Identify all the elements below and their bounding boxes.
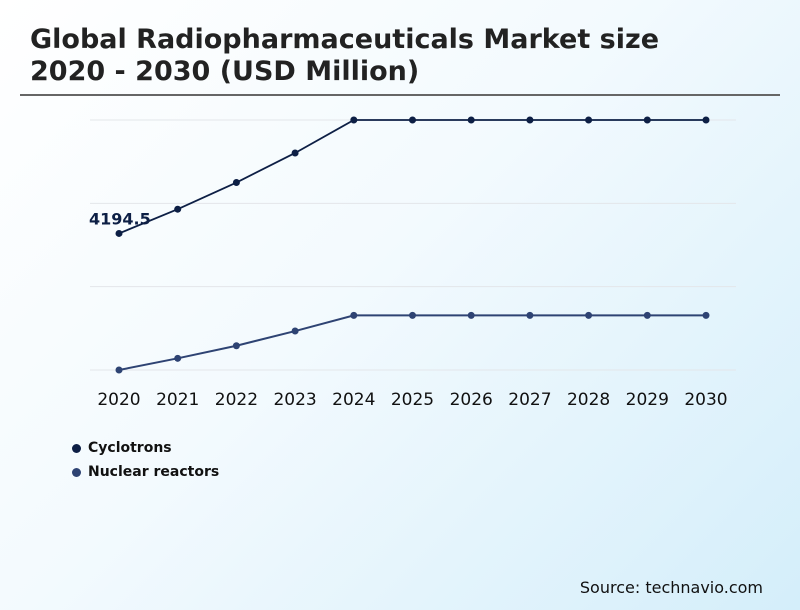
x-tick-label: 2024 — [332, 390, 375, 410]
legend-item-cyclotrons: Cyclotrons — [72, 436, 219, 460]
x-tick-label: 2026 — [450, 390, 493, 410]
data-point — [115, 229, 123, 237]
series-line-cyclotrons — [118, 119, 706, 235]
data-point — [232, 179, 240, 187]
data-point — [174, 354, 182, 362]
data-point — [291, 327, 299, 335]
data-point — [232, 342, 240, 350]
legend-item-nuclear-reactors: Nuclear reactors — [72, 460, 219, 484]
x-tick-label: 2030 — [684, 390, 727, 410]
x-tick-label: 2027 — [508, 390, 551, 410]
title-divider — [20, 94, 780, 96]
data-point — [526, 116, 534, 124]
legend-marker-icon — [72, 467, 81, 477]
data-point — [350, 116, 358, 124]
data-point — [585, 311, 593, 319]
source-text: Source: technavio.com — [579, 578, 763, 597]
legend-marker-icon — [72, 443, 81, 453]
x-tick-label: 2025 — [391, 390, 434, 410]
legend-label: Cyclotrons — [88, 440, 172, 456]
data-point — [409, 311, 416, 319]
data-point — [643, 311, 651, 319]
data-point — [702, 311, 710, 319]
data-point — [467, 311, 475, 319]
series-line-nuclear-reactors — [118, 314, 706, 371]
x-tick-label: 2028 — [567, 390, 610, 410]
data-point — [409, 116, 416, 124]
data-point — [585, 116, 593, 124]
data-point — [526, 311, 534, 319]
data-point — [702, 116, 710, 124]
data-point — [291, 149, 299, 157]
data-label: 4194.5 — [89, 209, 151, 228]
title-line-2: 2020 - 2030 (USD Million) — [30, 56, 420, 87]
data-point — [115, 366, 123, 374]
data-point — [467, 116, 475, 124]
data-point — [350, 311, 358, 319]
chart-title: Global Radiopharmaceuticals Market size … — [30, 24, 659, 88]
x-tick-label: 2023 — [273, 390, 316, 410]
x-tick-label: 2020 — [97, 390, 140, 410]
x-tick-label: 2021 — [156, 390, 199, 410]
data-point — [643, 116, 651, 124]
x-tick-label: 2022 — [215, 390, 258, 410]
data-point — [174, 205, 182, 213]
legend: Cyclotrons Nuclear reactors — [72, 436, 219, 484]
legend-label: Nuclear reactors — [88, 464, 220, 480]
title-line-1: Global Radiopharmaceuticals Market size — [30, 24, 660, 55]
x-tick-label: 2029 — [626, 390, 669, 410]
